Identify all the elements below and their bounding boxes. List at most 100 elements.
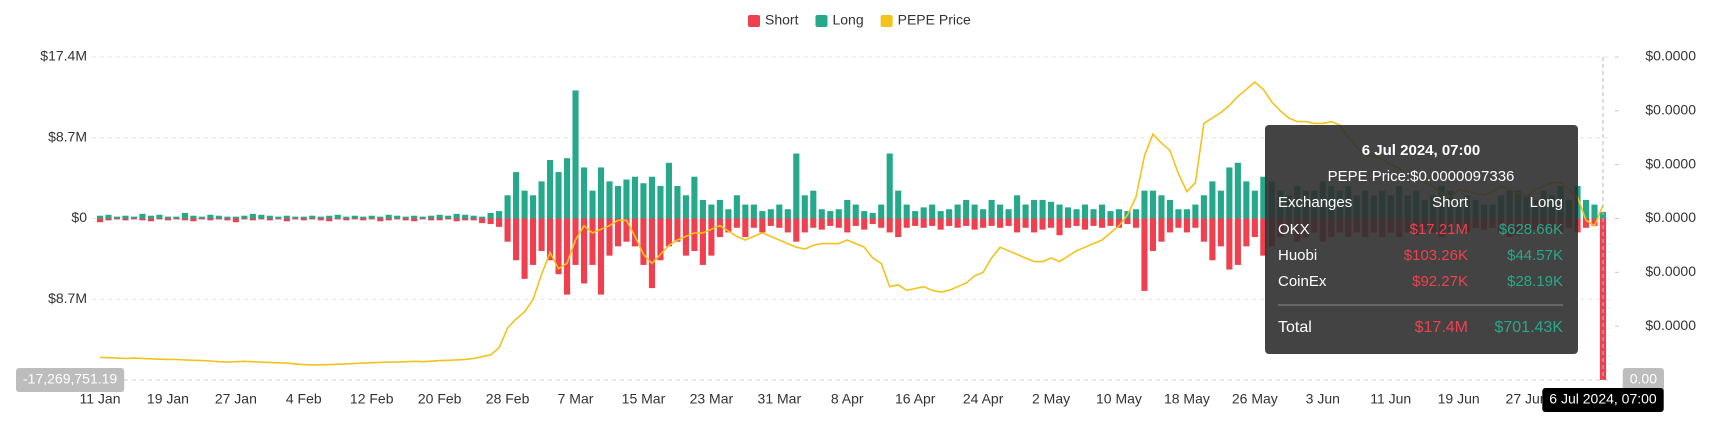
bar bbox=[1022, 204, 1029, 219]
bar bbox=[436, 214, 443, 219]
bar bbox=[1226, 218, 1233, 270]
bar bbox=[445, 218, 452, 220]
bar bbox=[360, 216, 367, 219]
bar bbox=[674, 186, 681, 219]
x-tick-label: 27 Jan bbox=[215, 391, 257, 407]
bar bbox=[733, 218, 740, 228]
bar bbox=[1115, 218, 1123, 228]
bar bbox=[470, 215, 477, 219]
bar bbox=[462, 214, 469, 219]
bar bbox=[241, 218, 248, 220]
x-tick-label: 19 Jun bbox=[1438, 391, 1480, 407]
bar bbox=[861, 218, 868, 230]
tooltip-text: $92.27K bbox=[1412, 273, 1468, 290]
bar bbox=[708, 204, 715, 219]
bar bbox=[1175, 209, 1182, 219]
bar bbox=[869, 212, 876, 219]
bar bbox=[742, 218, 749, 238]
x-tick-label: 28 Feb bbox=[486, 391, 530, 407]
bar bbox=[1234, 162, 1241, 219]
bar bbox=[555, 218, 562, 275]
x-tick-label: 19 Jan bbox=[147, 391, 189, 407]
tooltip-text: Total bbox=[1278, 319, 1312, 336]
bar bbox=[266, 218, 273, 221]
bar bbox=[1056, 204, 1063, 219]
x-tick-label: 23 Mar bbox=[690, 391, 734, 407]
bar bbox=[648, 218, 656, 289]
x-tick-label: 27 Jun bbox=[1506, 391, 1548, 407]
bar bbox=[1260, 218, 1267, 256]
y-tick-label: $0 bbox=[71, 209, 87, 225]
bar bbox=[912, 211, 919, 219]
bar bbox=[1200, 195, 1207, 219]
bar bbox=[224, 218, 231, 221]
bar bbox=[954, 204, 961, 219]
bar bbox=[173, 218, 180, 220]
bar bbox=[402, 216, 409, 219]
crosshair-x-label: 6 Jul 2024, 07:00 bbox=[1542, 388, 1664, 412]
y-tick-label: $8.7M bbox=[48, 128, 87, 144]
bar bbox=[827, 211, 834, 219]
bar bbox=[767, 218, 774, 226]
bar bbox=[147, 218, 155, 222]
bar bbox=[1166, 218, 1173, 233]
bar bbox=[708, 218, 715, 256]
bar bbox=[300, 216, 307, 219]
bar bbox=[742, 204, 749, 219]
bar bbox=[343, 218, 350, 221]
bar bbox=[258, 214, 265, 219]
bar bbox=[385, 214, 392, 219]
x-tick-label: 24 Apr bbox=[963, 391, 1004, 407]
bar bbox=[640, 218, 647, 265]
bar bbox=[1132, 218, 1140, 228]
bar bbox=[835, 218, 842, 228]
bar bbox=[1158, 218, 1165, 242]
bar bbox=[1149, 218, 1157, 251]
y2-tick-label: $0.0000 bbox=[1645, 263, 1696, 279]
bar bbox=[844, 199, 851, 219]
x-tick-label: 18 May bbox=[1164, 391, 1210, 407]
bar bbox=[886, 153, 893, 219]
bar bbox=[810, 190, 817, 219]
bar bbox=[648, 176, 656, 219]
bar bbox=[988, 199, 995, 219]
bar bbox=[614, 218, 622, 247]
bar bbox=[385, 218, 392, 221]
bar bbox=[1217, 190, 1224, 219]
bar bbox=[988, 218, 995, 226]
bar bbox=[1192, 218, 1199, 228]
bar bbox=[411, 215, 418, 219]
x-tick-label: 16 Apr bbox=[895, 391, 936, 407]
bar bbox=[496, 211, 503, 219]
bar bbox=[1599, 211, 1607, 219]
legend-swatch bbox=[748, 15, 760, 27]
bar bbox=[326, 215, 333, 219]
bar bbox=[1591, 218, 1598, 226]
bar bbox=[963, 199, 970, 219]
bar bbox=[1090, 218, 1097, 226]
bar bbox=[1047, 218, 1055, 228]
bar bbox=[122, 218, 129, 221]
bar bbox=[946, 218, 953, 226]
bar bbox=[1039, 218, 1046, 230]
x-tick-label: 11 Jun bbox=[1370, 391, 1411, 407]
bar bbox=[589, 218, 596, 265]
crosshair-y2-label: 0.00 bbox=[1622, 368, 1664, 392]
bar bbox=[377, 218, 384, 222]
bar bbox=[793, 153, 800, 219]
legend-label: Short bbox=[765, 12, 799, 28]
bar bbox=[980, 209, 987, 219]
bar bbox=[504, 195, 511, 219]
bar bbox=[920, 207, 927, 219]
x-tick-label: 11 Jan bbox=[80, 391, 121, 407]
y-tick-label: $8.7M bbox=[48, 290, 87, 306]
bar bbox=[1005, 218, 1012, 226]
bar bbox=[1081, 204, 1089, 219]
bar bbox=[419, 218, 426, 220]
bar bbox=[139, 213, 146, 219]
bar bbox=[555, 172, 562, 219]
tooltip-text: PEPE Price:$0.0000097336 bbox=[1328, 168, 1515, 185]
tooltip: 6 Jul 2024, 07:00 PEPE Price:$0.000009733… bbox=[1265, 125, 1578, 354]
bar bbox=[903, 218, 910, 228]
bar bbox=[971, 218, 978, 230]
